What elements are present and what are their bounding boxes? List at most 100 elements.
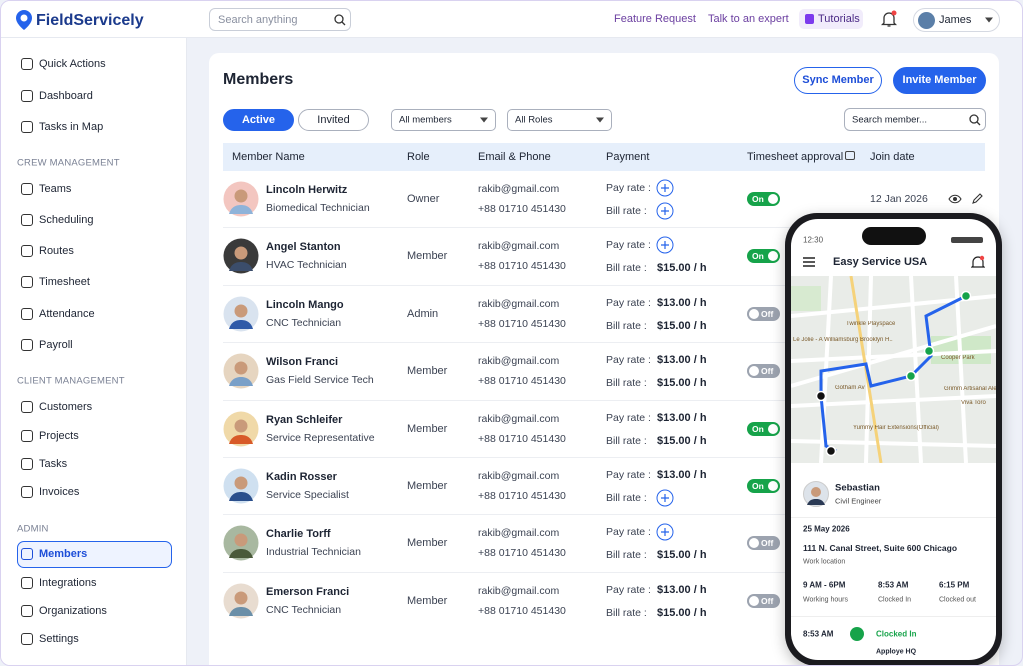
nav-item[interactable]: Scheduling — [39, 214, 94, 226]
timesheet-toggle[interactable]: On — [747, 479, 780, 493]
nav-item[interactable]: Attendance — [39, 308, 95, 320]
bill-label: Bill rate : — [606, 205, 647, 217]
member-title: Service Representative — [266, 431, 375, 444]
divider — [791, 616, 996, 617]
member-role: Member — [407, 422, 448, 435]
nav-item[interactable]: Invoices — [39, 486, 80, 498]
nav-icon — [21, 90, 33, 102]
view-icon[interactable] — [948, 193, 962, 205]
map-marker — [923, 345, 935, 357]
nav-icon — [21, 121, 33, 133]
member-name: Ryan Schleifer — [266, 413, 343, 426]
button[interactable]: Invite Member — [893, 67, 986, 94]
member-title: Service Specialist — [266, 489, 349, 501]
member-role: Member — [407, 365, 448, 378]
member-search[interactable]: Search member... — [844, 108, 986, 131]
nav-item[interactable]: Routes — [39, 245, 74, 257]
icon — [661, 184, 669, 192]
nav-item[interactable]: Integrations — [39, 577, 97, 589]
search-icon — [969, 114, 981, 126]
bill-rate: $15.00 / h — [657, 606, 707, 619]
bill-label: Bill rate : — [606, 492, 647, 504]
tab[interactable]: Invited — [298, 109, 369, 131]
add-rate-button[interactable] — [656, 179, 674, 197]
nav-item[interactable]: Projects — [39, 430, 79, 442]
toggle-knob — [768, 251, 778, 262]
icon — [881, 12, 897, 27]
member-role: Admin — [407, 307, 439, 320]
avatar-body — [229, 319, 253, 329]
nav-item[interactable]: Payroll — [39, 339, 73, 351]
route-line — [819, 294, 967, 396]
map-marker — [960, 290, 972, 302]
pay-label: Pay rate : — [606, 411, 651, 424]
clock-time: 8:53 AM — [803, 629, 834, 639]
search-placeholder: Search member... — [852, 114, 927, 126]
tab[interactable]: Active — [223, 109, 294, 131]
add-rate-button[interactable] — [656, 489, 674, 507]
member-phone: +88 01710 451430 — [478, 490, 566, 502]
stat-label: Clocked out — [939, 596, 976, 604]
pay-rate: $13.00 / h — [657, 354, 707, 367]
nav-item[interactable]: Teams — [39, 183, 72, 195]
timesheet-toggle[interactable]: Off — [747, 536, 780, 551]
avatar-head — [234, 246, 248, 260]
search-placeholder: Search anything — [218, 14, 298, 26]
nav-item[interactable]: Timesheet — [39, 276, 90, 288]
nav-icon — [21, 430, 33, 442]
bill-rate: $15.00 / h — [657, 549, 707, 562]
search-box[interactable]: Search anything — [209, 8, 351, 31]
nav-item[interactable]: Tasks in Map — [39, 121, 104, 133]
dynamic-island — [862, 227, 926, 245]
nav-item[interactable]: Settings — [39, 633, 79, 645]
member-phone: +88 01710 451430 — [478, 317, 566, 330]
row-divider — [223, 227, 985, 229]
avatar-body — [229, 377, 253, 387]
filter-dropdown[interactable]: All members — [391, 109, 496, 131]
button[interactable]: Sync Member — [794, 67, 882, 94]
edit-icon[interactable] — [971, 193, 983, 205]
member-name: Emerson Franci — [266, 585, 350, 598]
toggle-label: Off — [761, 595, 774, 606]
bell-icon — [971, 255, 985, 268]
add-rate-button[interactable] — [656, 236, 674, 254]
add-rate-button[interactable] — [656, 523, 674, 541]
member-name: Lincoln Herwitz — [266, 184, 348, 196]
nav-item[interactable]: Members — [39, 548, 88, 560]
header-link[interactable]: Feature Request — [614, 13, 696, 25]
nav-item[interactable]: Dashboard — [39, 90, 93, 102]
icon — [972, 193, 983, 204]
header-link[interactable]: Talk to an expert — [708, 13, 789, 25]
nav-item[interactable]: Quick Actions — [39, 58, 106, 70]
info-icon — [845, 151, 855, 160]
timesheet-toggle[interactable]: On — [747, 249, 780, 264]
filter-dropdown[interactable]: All Roles — [507, 109, 612, 131]
timesheet-toggle[interactable]: Off — [747, 364, 780, 379]
avatar — [223, 181, 259, 217]
member-role: Member — [407, 480, 448, 492]
timesheet-toggle[interactable]: On — [747, 421, 780, 436]
nav-item[interactable]: Customers — [39, 401, 93, 413]
toggle-knob — [749, 595, 759, 606]
stat-label: Clocked In — [878, 596, 912, 604]
stat-value: 8:53 AM — [878, 580, 909, 590]
add-rate-button[interactable] — [656, 202, 674, 220]
bill-label: Bill rate : — [606, 549, 647, 562]
toggle-knob — [768, 423, 778, 434]
top-bar — [1, 1, 1022, 38]
column-header: Join date — [870, 151, 915, 163]
nav-item[interactable]: Organizations — [39, 605, 107, 617]
user-menu[interactable]: James — [913, 8, 1000, 32]
timesheet-toggle[interactable]: Off — [747, 306, 780, 321]
timesheet-toggle[interactable]: Off — [747, 593, 780, 608]
nav-icon — [21, 214, 33, 226]
map-label: Twinkle Playspace — [846, 321, 896, 327]
nav-item[interactable]: Tasks — [39, 458, 68, 470]
tutorials-chip[interactable]: Tutorials — [799, 9, 863, 29]
member-email: rakib@gmail.com — [478, 355, 560, 368]
member-title: CNC Technician — [266, 316, 342, 329]
timesheet-toggle[interactable]: On — [747, 192, 780, 206]
member-email: rakib@gmail.com — [478, 527, 560, 540]
